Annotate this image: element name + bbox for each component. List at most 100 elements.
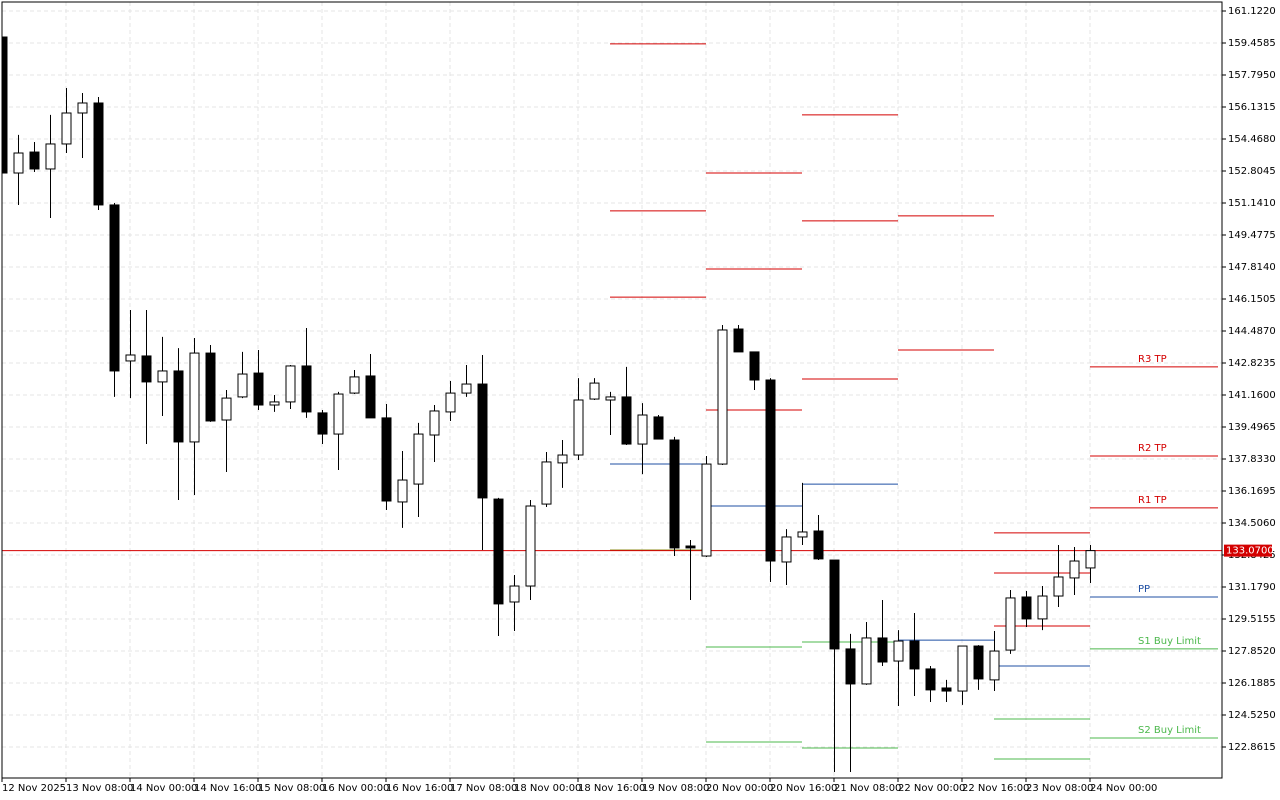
candle-body xyxy=(77,102,88,114)
x-tick-label: 16 Nov 16:00 xyxy=(386,783,453,794)
candle-body xyxy=(781,536,792,563)
candle-body xyxy=(733,328,744,353)
candle-body xyxy=(893,640,904,662)
y-tick-label: 147.8140 xyxy=(1228,262,1276,273)
y-tick-label: 141.1600 xyxy=(1228,390,1276,401)
candle-body xyxy=(413,433,424,485)
candle-body xyxy=(285,365,296,403)
candle-body xyxy=(1021,596,1032,620)
level-label: R2 TP xyxy=(1138,443,1167,454)
candle-body xyxy=(845,648,856,685)
candle-body xyxy=(333,393,344,435)
candle-body xyxy=(205,352,216,422)
candle-body xyxy=(653,416,664,440)
y-tick-label: 137.8330 xyxy=(1228,454,1276,465)
candle-body xyxy=(509,585,520,603)
candle-body xyxy=(445,392,456,413)
candle-body xyxy=(957,645,968,692)
level-label: R1 TP xyxy=(1138,495,1167,506)
candle-body xyxy=(701,463,712,557)
y-tick-label: 134.5060 xyxy=(1228,518,1276,529)
x-tick-label: 20 Nov 00:00 xyxy=(706,783,773,794)
candle-body xyxy=(2,36,8,174)
y-tick-label: 146.1505 xyxy=(1228,294,1276,305)
candle-body xyxy=(973,645,984,680)
x-tick-label: 22 Nov 00:00 xyxy=(898,783,965,794)
candle-body xyxy=(141,355,152,383)
candle-body xyxy=(525,505,536,587)
candle-body xyxy=(381,417,392,502)
y-tick-label: 144.4870 xyxy=(1228,326,1276,337)
levels: R3 TP R2 TP R1 TP PP S1 Buy Limit S2 Buy Limi… xyxy=(2,43,1222,760)
x-tick-label: 18 Nov 16:00 xyxy=(578,783,645,794)
candle-body xyxy=(717,329,728,465)
x-tick-label: 15 Nov 08:00 xyxy=(258,783,325,794)
level-label: R3 TP xyxy=(1138,354,1167,365)
candle-body xyxy=(765,379,776,562)
axes: 161.1220 159.4585 157.7950 156.1315 154.4680… xyxy=(1,6,1276,794)
candle-body xyxy=(253,372,264,406)
y-tick-label: 159.4585 xyxy=(1228,38,1276,49)
x-tick-label: 13 Nov 08:00 xyxy=(66,783,133,794)
candle-body xyxy=(301,365,312,413)
grid xyxy=(1,2,1222,778)
y-tick-label: 136.1695 xyxy=(1228,486,1276,497)
candle-body xyxy=(189,352,200,443)
y-tick-label: 157.7950 xyxy=(1228,70,1276,81)
candle-body xyxy=(317,412,328,435)
candle-body xyxy=(573,399,584,456)
y-tick-label: 142.8235 xyxy=(1228,358,1276,369)
candle-body xyxy=(45,143,56,170)
candle-body xyxy=(61,112,72,145)
x-tick-label: 20 Nov 16:00 xyxy=(770,783,837,794)
candle-body xyxy=(125,354,136,362)
candle-body xyxy=(493,498,504,605)
y-tick-label: 156.1315 xyxy=(1228,102,1276,113)
candle-body xyxy=(1037,595,1048,620)
candle-body xyxy=(29,151,40,170)
level-label: PP xyxy=(1138,584,1150,595)
candle-body xyxy=(829,559,840,650)
y-tick-label: 124.5250 xyxy=(1228,710,1276,721)
candle-body xyxy=(925,668,936,691)
candle-body xyxy=(237,373,248,398)
candle-body xyxy=(1069,560,1080,579)
candle-body xyxy=(621,396,632,445)
candle-body xyxy=(813,530,824,560)
plot-frame xyxy=(1,1,1223,779)
y-tick-label: 139.4965 xyxy=(1228,422,1276,433)
x-tick-label: 14 Nov 16:00 xyxy=(194,783,261,794)
y-tick-label: 161.1220 xyxy=(1228,6,1276,17)
current-price-label: 133.0700 xyxy=(1226,546,1274,557)
y-tick-label: 154.4680 xyxy=(1228,134,1276,145)
candle-body xyxy=(349,376,360,394)
candle-body xyxy=(221,397,232,421)
x-tick-label: 12 Nov 2025 xyxy=(2,783,66,794)
x-tick-label: 19 Nov 08:00 xyxy=(642,783,709,794)
candle-body xyxy=(589,382,600,400)
candle-body xyxy=(557,454,568,464)
candle-body xyxy=(1053,576,1064,597)
candle-body xyxy=(429,410,440,436)
level-label: S2 Buy Limit xyxy=(1138,725,1201,736)
candle-body xyxy=(461,383,472,394)
x-tick-label: 17 Nov 08:00 xyxy=(450,783,517,794)
candle-body xyxy=(93,102,104,206)
candle-body xyxy=(365,375,376,419)
candle-body xyxy=(877,637,888,663)
x-tick-label: 16 Nov 00:00 xyxy=(322,783,389,794)
candle-body xyxy=(541,461,552,505)
y-tick-label: 126.1885 xyxy=(1228,678,1276,689)
candle-body xyxy=(477,383,488,499)
candle-body xyxy=(685,545,696,549)
candle-body xyxy=(989,650,1000,681)
candle-body xyxy=(861,637,872,685)
candle-body xyxy=(1085,550,1096,569)
x-tick-label: 23 Nov 08:00 xyxy=(1026,783,1093,794)
candle-body xyxy=(397,479,408,503)
candle-body xyxy=(605,396,616,401)
candle-body xyxy=(269,401,280,406)
y-tick-label: 151.1410 xyxy=(1228,198,1276,209)
level-label: S1 Buy Limit xyxy=(1138,636,1201,647)
